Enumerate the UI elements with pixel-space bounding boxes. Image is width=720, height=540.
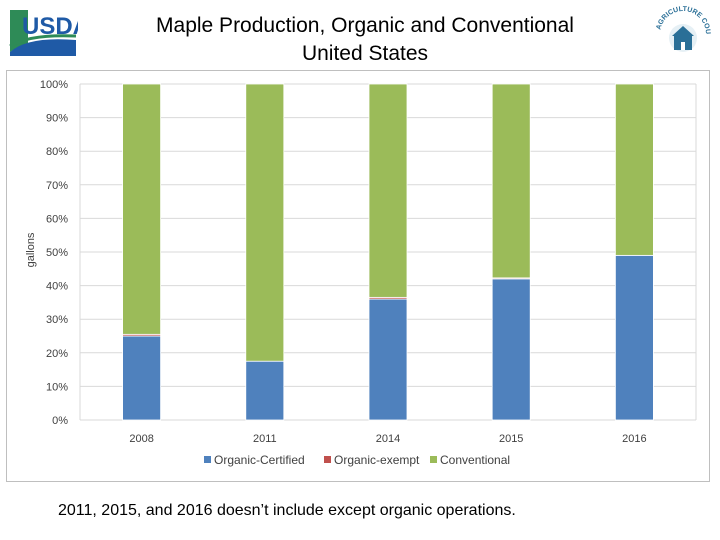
x-tick-label: 2008 (129, 433, 153, 445)
bar-conventional-2014 (368, 83, 408, 298)
bar-organic-certified-2015 (491, 278, 531, 421)
y-tick-label: 90% (46, 113, 68, 125)
bar-organic-certified-2008 (122, 335, 161, 421)
bar-organic-certified-2016 (615, 254, 654, 421)
bar-conventional-2011 (245, 83, 285, 362)
y-tick-label: 60% (46, 213, 68, 225)
bar-organic-certified-2011 (245, 360, 285, 421)
bar-conventional-2015 (491, 83, 531, 279)
x-axis-ticks: 2008 2011 2014 2015 2016 (129, 433, 646, 445)
legend-label: Organic-exempt (334, 453, 420, 467)
y-tick-label: 100% (40, 79, 68, 91)
agriculture-counts-logo: AGRICULTURE COUNTS (649, 0, 714, 71)
bar-conventional-2016 (615, 83, 654, 256)
y-tick-label: 10% (46, 381, 68, 393)
x-tick-label: 2015 (499, 433, 523, 445)
legend-swatch (430, 456, 437, 463)
bar-conventional-2008 (122, 83, 161, 335)
y-tick-label: 70% (46, 180, 68, 192)
y-axis-label: gallons (25, 232, 37, 267)
x-tick-label: 2016 (622, 433, 646, 445)
legend-swatch (324, 456, 331, 463)
legend-label: Organic-Certified (214, 453, 305, 467)
title-line-1: Maple Production, Organic and Convention… (156, 14, 574, 37)
footnote: 2011, 2015, and 2016 doesn’t include exc… (58, 502, 516, 519)
usda-logo: USDA (8, 6, 90, 65)
legend: Organic-Certified Organic-exempt Conventio… (204, 453, 510, 467)
x-tick-label: 2011 (253, 433, 277, 445)
svg-text:USDA: USDA (22, 13, 78, 40)
legend-label: Conventional (440, 453, 510, 467)
title-line-2: United States (301, 42, 429, 65)
y-axis-ticks: 0% 10% 20% 30% 40% 50% 60% 70% 80% 90% 100% (40, 79, 68, 427)
x-tick-label: 2014 (376, 433, 400, 445)
bar-organic-certified-2014 (368, 298, 408, 421)
y-tick-label: 30% (46, 314, 68, 326)
chart-title: Maple Production, Organic and Convention… (120, 12, 610, 68)
stacked-bar-chart: 0%10%20%30%40%50%60%70%80%90%100% 2008 20… (25, 79, 697, 467)
y-tick-label: 80% (46, 146, 68, 158)
legend-swatch (204, 456, 211, 463)
y-tick-label: 50% (46, 247, 68, 259)
y-tick-label: 20% (46, 348, 68, 360)
bars (122, 83, 654, 421)
y-tick-label: 40% (46, 281, 68, 293)
y-tick-label: 0% (52, 415, 68, 427)
